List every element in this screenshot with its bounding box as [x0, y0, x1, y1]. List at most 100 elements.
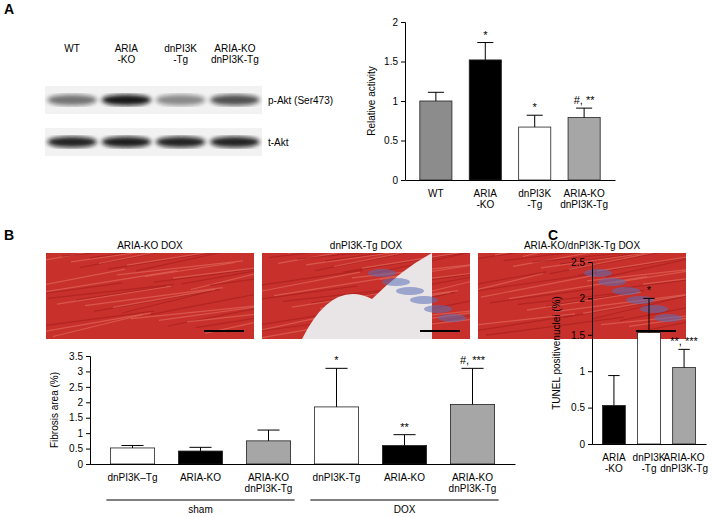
tick-label: 1.5: [384, 56, 398, 67]
blot-band: [156, 95, 206, 106]
error-cap: [477, 42, 493, 43]
tick: 0: [77, 459, 90, 470]
y-axis: 0 0.5 1 1.5 2: [384, 17, 405, 186]
tick-label: 0: [579, 439, 585, 450]
tick-label: 3.5: [69, 351, 83, 362]
error-stem: [649, 298, 650, 332]
fibrosis-patch: [640, 305, 668, 313]
error-bar: [608, 376, 619, 406]
error-bar: [393, 435, 415, 446]
y-axis: 00.511.522.5: [571, 257, 592, 450]
bar: [246, 441, 290, 464]
tick-mark: [401, 101, 405, 102]
micrograph: ARIA-KO/dnPI3K-Tg DOX: [444, 231, 713, 339]
tick-label: 0.5: [571, 402, 585, 413]
blot-strip: [45, 128, 262, 156]
error-bar: [189, 447, 211, 451]
fiber: [85, 288, 223, 306]
tick-label: 0: [392, 175, 398, 186]
fibrosis-patch: [368, 269, 396, 277]
tick-mark: [588, 335, 592, 336]
tick: ARIA-KOdnPI3K-Tg: [660, 452, 708, 474]
error-stem: [268, 430, 269, 441]
tick: 1: [77, 428, 90, 439]
fiber: [297, 253, 435, 259]
tick-label: 2.5: [69, 382, 83, 393]
error-bar: [461, 368, 483, 404]
tick-mark: [588, 408, 592, 409]
error-cap: [393, 434, 415, 435]
error-bar: [121, 445, 143, 447]
lane-label: ARIA-KOdnPI3K-Tg: [211, 43, 259, 65]
fiber: [325, 253, 427, 261]
error-cap: [643, 298, 654, 299]
error-bar: [576, 108, 592, 117]
error-bar: [527, 115, 543, 127]
micrograph-title: ARIA-KO/dnPI3K-Tg DOX: [524, 240, 640, 251]
bar: [603, 405, 626, 444]
tick: ARIA-KO: [602, 452, 626, 474]
x-axis: ARIA-KOdnPI3K-TgARIA-KOdnPI3K-Tg: [593, 445, 708, 475]
bar-chart: A00.511.52WTARIA-KOdnPI3K-TgARIA-KOdnPI3…: [4, 1, 616, 210]
tick-label: 1: [579, 366, 585, 377]
tick-mark: [86, 418, 90, 419]
tick: 2: [392, 17, 405, 28]
bar: [382, 445, 426, 464]
blot-band: [101, 95, 151, 106]
error-cap: [608, 375, 619, 376]
tick-mark: [86, 371, 90, 372]
error-cap: [527, 115, 543, 116]
fiber: [46, 271, 177, 293]
tick: 1.5: [384, 56, 405, 67]
bar: [568, 118, 600, 180]
tick: 0.5: [384, 135, 405, 146]
fiber: [122, 291, 212, 313]
error-stem: [613, 376, 614, 406]
fiber: [638, 314, 686, 332]
group-bracket: [106, 500, 294, 501]
tick-mark: [86, 464, 90, 465]
fiber: [46, 269, 125, 291]
fiber: [478, 253, 569, 254]
tick: 1.5: [571, 330, 592, 341]
tick-mark: [588, 298, 592, 299]
fibrosis-patch: [424, 305, 452, 313]
category-label: dnPI3K-Tg: [518, 188, 551, 210]
tick-mark: [86, 449, 90, 450]
fiber: [643, 270, 686, 284]
error-stem: [584, 108, 585, 117]
fiber: [629, 312, 686, 326]
group-bracket: [310, 500, 498, 501]
tick: 2.5: [571, 257, 592, 268]
row-label: p-Akt (Ser473): [268, 95, 333, 106]
tick-label: 0.5: [384, 135, 398, 146]
tick: ARIA-KO: [180, 472, 221, 483]
scale-bar: [204, 330, 244, 332]
fiber: [262, 270, 363, 288]
fiber: [597, 253, 686, 271]
error-stem: [435, 92, 436, 101]
fiber: [334, 253, 424, 267]
fiber: [46, 311, 154, 329]
plot-area: [420, 43, 600, 180]
error-bar: [477, 43, 493, 60]
category-label: ARIA-KOdnPI3K-Tg: [660, 452, 708, 474]
blot-band: [47, 137, 97, 148]
error-bar: [428, 92, 444, 101]
error-stem: [200, 447, 201, 451]
tick-label: 1.5: [571, 330, 585, 341]
category-label: ARIA-KO: [474, 188, 498, 210]
tick: 2.5: [69, 382, 90, 393]
fiber: [150, 293, 254, 315]
fiber: [62, 253, 200, 256]
tick-label: 1: [392, 96, 398, 107]
significance-label: *: [647, 284, 652, 296]
group-label: sham: [188, 504, 212, 515]
tick: 1: [392, 96, 405, 107]
error-cap: [121, 445, 143, 446]
significance-label: #, ***: [460, 354, 486, 366]
panel-letter: B: [4, 227, 14, 243]
tick: 0.5: [69, 443, 90, 454]
fiber: [606, 255, 686, 277]
scale-bar: [420, 330, 460, 332]
